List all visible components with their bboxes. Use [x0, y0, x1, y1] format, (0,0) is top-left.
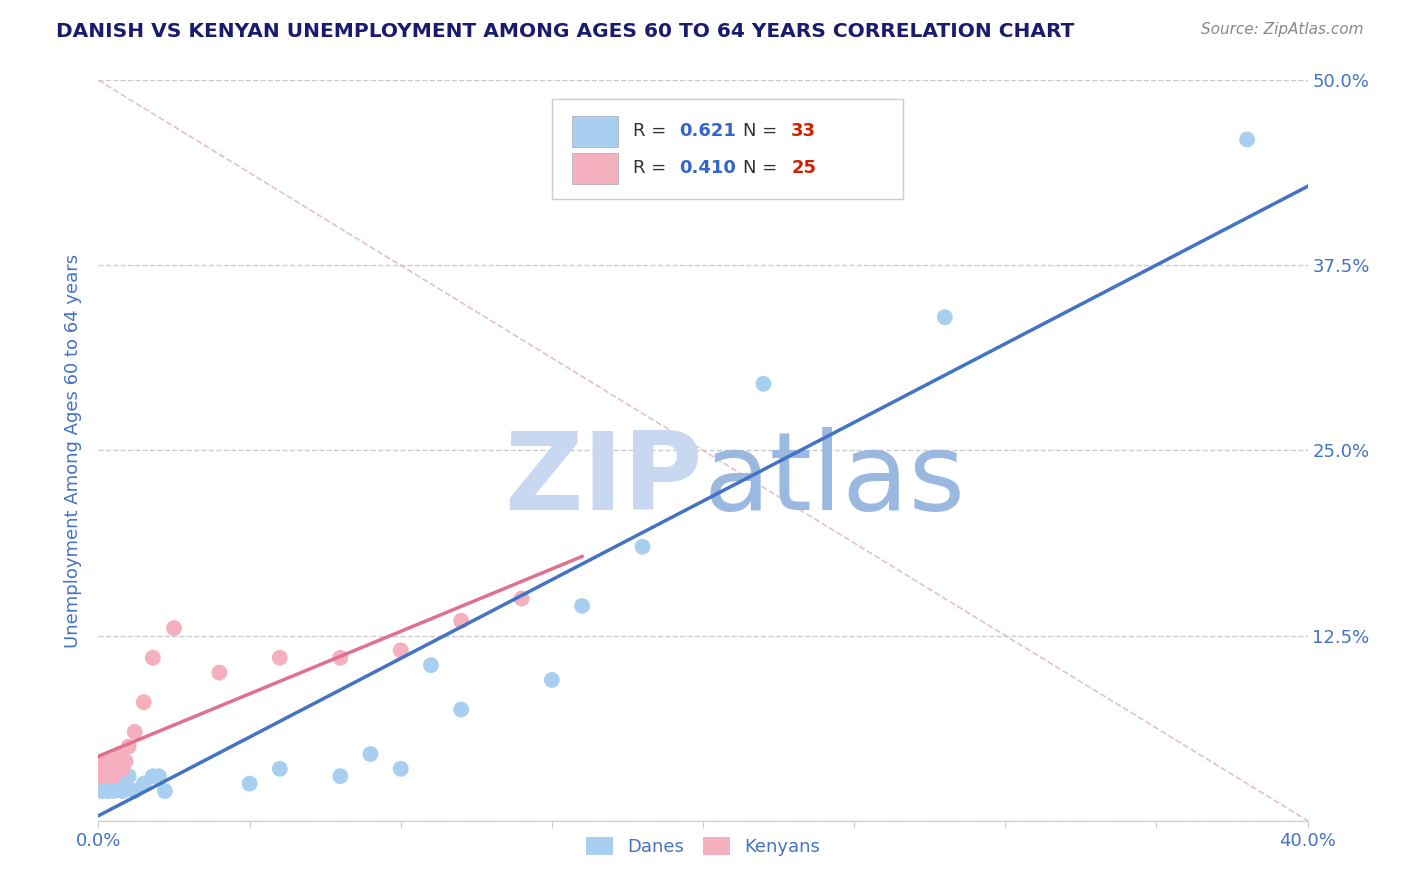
Text: Source: ZipAtlas.com: Source: ZipAtlas.com [1201, 22, 1364, 37]
Point [118, 769, 141, 783]
Point [124, 724, 146, 739]
Point [360, 747, 382, 761]
Point [93, 762, 115, 776]
Point [96, 769, 118, 783]
Point [108, 747, 131, 761]
Point [105, 755, 128, 769]
Point [329, 650, 352, 665]
Point [105, 769, 128, 783]
Point [153, 784, 176, 798]
Point [389, 643, 412, 657]
Point [132, 695, 155, 709]
Point [1236, 132, 1258, 146]
Point [208, 665, 231, 680]
Point [100, 762, 122, 776]
Point [420, 658, 443, 673]
Point [934, 310, 956, 325]
Point [108, 776, 131, 791]
Text: DANISH VS KENYAN UNEMPLOYMENT AMONG AGES 60 TO 64 YEARS CORRELATION CHART: DANISH VS KENYAN UNEMPLOYMENT AMONG AGES… [56, 22, 1074, 41]
Point [90, 784, 112, 798]
Point [132, 776, 155, 791]
Y-axis label: Unemployment Among Ages 60 to 64 years: Unemployment Among Ages 60 to 64 years [63, 253, 82, 648]
Point [96, 755, 118, 769]
Text: atlas: atlas [703, 427, 965, 533]
Point [329, 769, 352, 783]
Point [100, 755, 122, 769]
Text: 25: 25 [792, 159, 817, 177]
Point [124, 784, 146, 798]
Point [93, 755, 115, 769]
Point [142, 650, 165, 665]
Point [269, 762, 291, 776]
Point [105, 776, 128, 791]
Text: 0.621: 0.621 [679, 121, 735, 140]
Point [510, 591, 533, 606]
Point [93, 769, 115, 783]
Point [111, 784, 134, 798]
Point [239, 776, 262, 791]
Text: R =: R = [633, 121, 672, 140]
Point [269, 650, 291, 665]
Point [100, 762, 122, 776]
Point [148, 769, 170, 783]
Text: ZIP: ZIP [505, 427, 703, 533]
Point [142, 769, 165, 783]
Point [450, 614, 472, 628]
Point [100, 776, 122, 791]
Point [631, 540, 654, 554]
Point [111, 762, 134, 776]
Point [103, 769, 125, 783]
Point [103, 784, 125, 798]
Point [389, 762, 412, 776]
Point [96, 784, 118, 798]
Point [571, 599, 593, 613]
Text: N =: N = [742, 121, 783, 140]
Text: N =: N = [742, 159, 783, 177]
FancyBboxPatch shape [572, 153, 619, 184]
Point [540, 673, 562, 687]
Point [163, 621, 186, 635]
Legend: Danes, Kenyans: Danes, Kenyans [579, 830, 827, 863]
FancyBboxPatch shape [551, 99, 903, 199]
FancyBboxPatch shape [572, 116, 619, 147]
Point [96, 769, 118, 783]
Point [93, 776, 115, 791]
Point [118, 739, 141, 754]
Point [103, 755, 125, 769]
Point [114, 776, 136, 791]
Point [114, 755, 136, 769]
Text: R =: R = [633, 159, 672, 177]
Point [103, 769, 125, 783]
Point [752, 376, 775, 391]
Point [105, 762, 128, 776]
Point [90, 769, 112, 783]
Point [450, 703, 472, 717]
Text: 0.410: 0.410 [679, 159, 735, 177]
Text: 33: 33 [792, 121, 817, 140]
